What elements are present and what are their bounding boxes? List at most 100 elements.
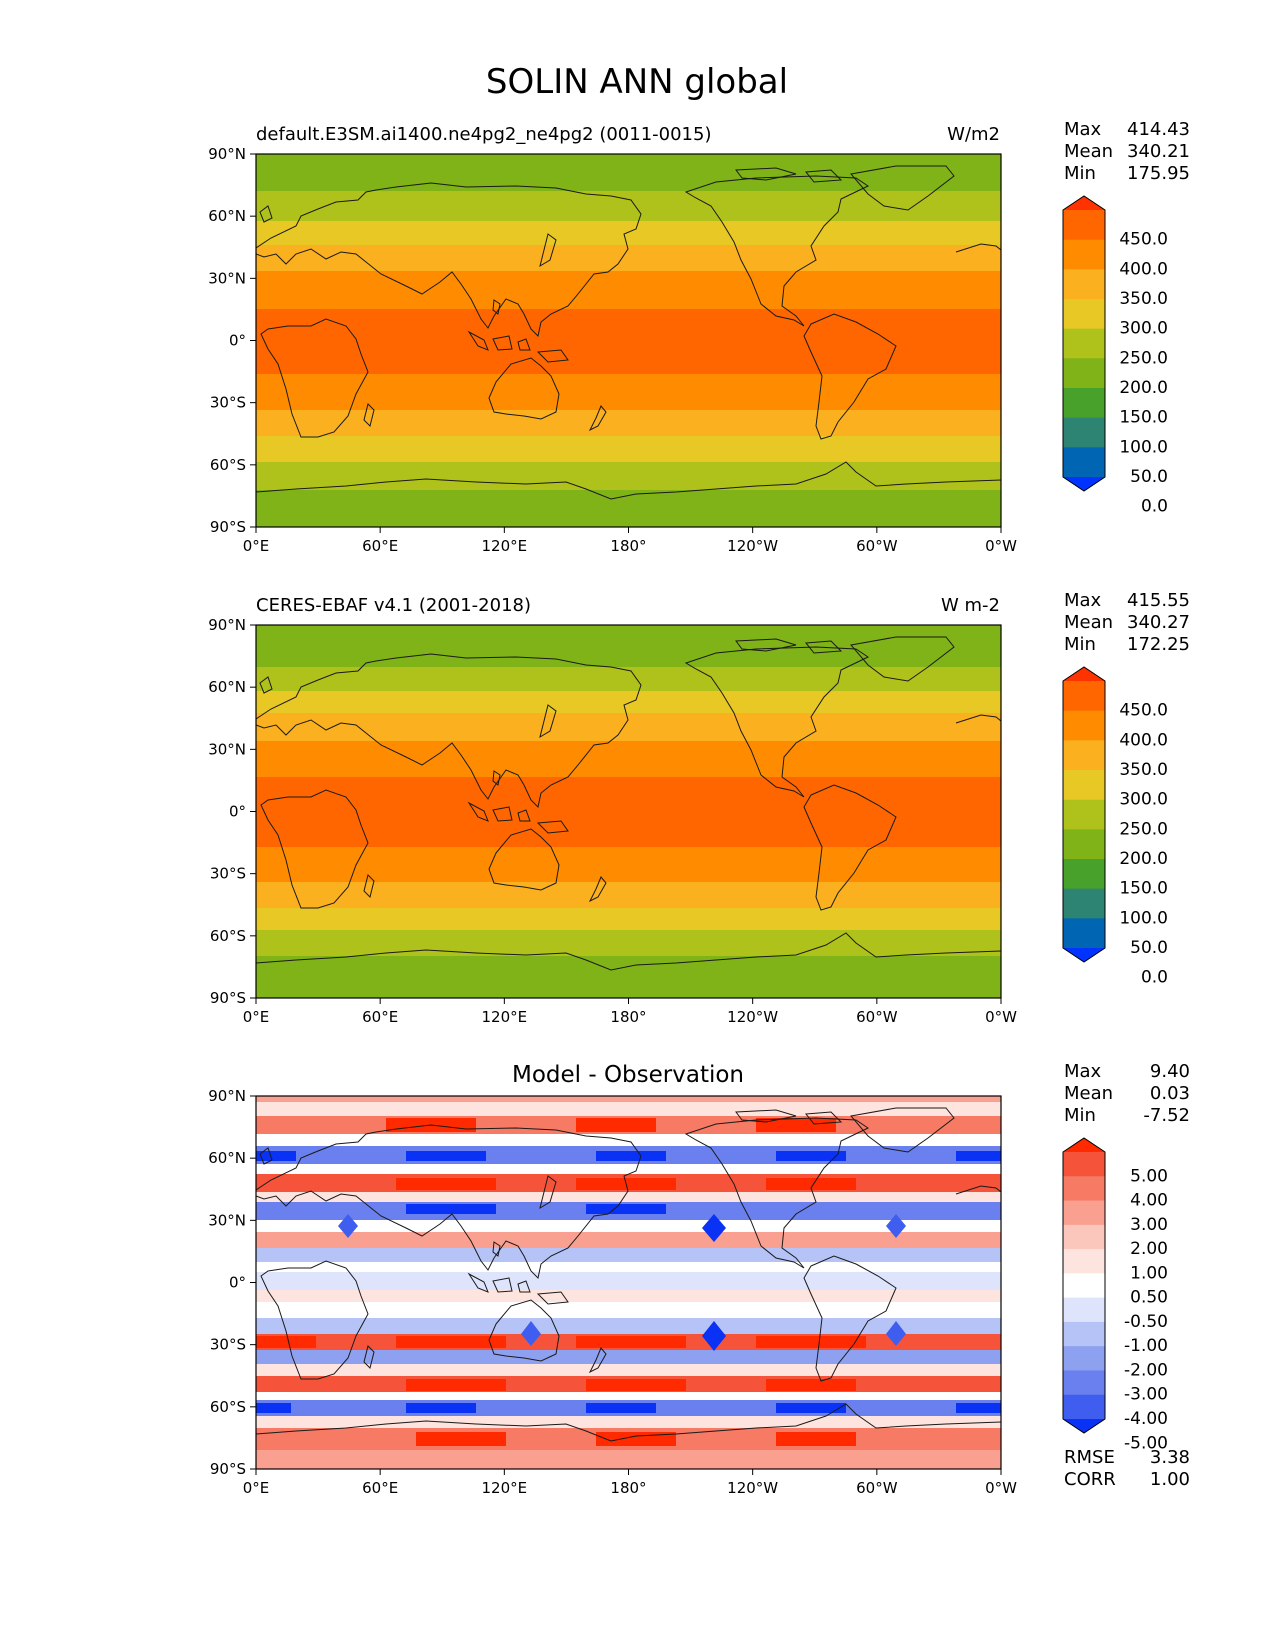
corr-label: CORR	[1064, 1469, 1116, 1490]
band-2	[256, 1102, 1001, 1116]
lat-tick-label: 60°N	[208, 678, 246, 696]
lon-tick-label: 0°W	[985, 537, 1017, 555]
figure-title: SOLIN ANN global	[486, 62, 788, 102]
panel-3-map	[256, 1096, 1001, 1469]
stat-min-value: 175.95	[1127, 163, 1190, 184]
band-3	[256, 221, 1001, 245]
band-6	[256, 309, 1001, 374]
colorbar-segment	[1063, 829, 1105, 860]
band-19	[256, 1350, 1001, 1364]
colorbar-label: -4.00	[1124, 1409, 1168, 1429]
lat-tick-label: 60°N	[208, 1149, 246, 1167]
lat-tick-label: 60°N	[208, 207, 246, 225]
colorbar-segment	[1063, 1297, 1105, 1323]
panel-1-stats: Max 414.43 Mean 340.21 Min 175.95	[1064, 119, 1190, 184]
band-6	[256, 1164, 1001, 1174]
colorbar-segment	[1063, 681, 1105, 712]
lon-tick-label: 120°E	[482, 1479, 528, 1497]
panel-1-map	[256, 154, 1001, 527]
colorbar-segment	[1063, 299, 1105, 330]
lon-tick-label: 120°E	[482, 537, 528, 555]
colorbar-label: 200.0	[1119, 849, 1168, 869]
panel-difference: Model - Observation	[208, 1061, 1190, 1497]
diff-extremes	[256, 1118, 1001, 1446]
lat-tick-label: 30°N	[208, 269, 246, 287]
stat-mean-value: 0.03	[1150, 1083, 1190, 1104]
colorbar-segment	[1063, 918, 1105, 949]
panel-3-metrics: RMSE 3.38 CORR 1.00	[1064, 1447, 1190, 1490]
colorbar-label: 0.50	[1130, 1288, 1168, 1308]
colorbar-label: 450.0	[1119, 701, 1168, 721]
colorbar-label: 4.00	[1130, 1191, 1168, 1211]
lon-tick-label: 0°E	[243, 1008, 270, 1026]
panel-2-lon-axis: 0°E 60°E 120°E 180° 120°W 60°W 0°W	[243, 998, 1017, 1026]
band-26	[256, 1450, 1001, 1469]
stat-mean-label: Mean	[1064, 141, 1113, 162]
colorbar-segment	[1063, 1370, 1105, 1396]
colorbar-segment	[1063, 1394, 1105, 1420]
lat-tick-label: 60°S	[210, 1398, 246, 1416]
panel-test: default.E3SM.ai1400.ne4pg2_ne4pg2 (0011-…	[208, 119, 1190, 555]
colorbar-label: -3.00	[1124, 1385, 1168, 1405]
colorbar-label: -1.00	[1124, 1336, 1168, 1356]
stat-max-label: Max	[1064, 590, 1102, 611]
band-5	[256, 271, 1001, 309]
colorbar-label: 100.0	[1119, 908, 1168, 928]
colorbar-label: 350.0	[1119, 289, 1168, 309]
lon-tick-label: 180°	[610, 1008, 646, 1026]
colorbar-label: 100.0	[1119, 437, 1168, 457]
lon-tick-label: 120°W	[727, 1479, 778, 1497]
lon-tick-label: 0°E	[243, 1479, 270, 1497]
colorbar-label: 300.0	[1119, 319, 1168, 339]
band-1	[256, 154, 1001, 191]
colorbar-segment	[1063, 417, 1105, 448]
lat-tick-label: 90°N	[208, 145, 246, 163]
panel-2-colorbar: 450.0 400.0 350.0 300.0 250.0 200.0 150.0 100.0…	[1062, 666, 1168, 988]
colorbar-label: 150.0	[1119, 879, 1168, 899]
panel-2-left-title: CERES-EBAF v4.1 (2001-2018)	[256, 595, 531, 616]
colorbar-segment	[1063, 1321, 1105, 1347]
colorbar-label: 2.00	[1130, 1239, 1168, 1259]
lon-tick-label: 60°E	[362, 537, 398, 555]
colorbar-extend-min	[1063, 1419, 1105, 1433]
band-10	[256, 462, 1001, 490]
panel-2-map	[256, 625, 1001, 998]
colorbar-label: 150.0	[1119, 408, 1168, 428]
lon-tick-label: 120°E	[482, 1008, 528, 1026]
panel-2-stats: Max 415.55 Mean 340.27 Min 172.25	[1064, 590, 1190, 655]
colorbar-segment	[1063, 1152, 1105, 1177]
panel-3-colorbar: 5.00 4.00 3.00 2.00 1.00 0.50 -0.50 -1.00 -2.00 -…	[1062, 1137, 1168, 1453]
lat-tick-label: 90°S	[210, 1460, 246, 1478]
band-13	[256, 1262, 1001, 1272]
band-22	[256, 1392, 1001, 1400]
lon-tick-label: 0°E	[243, 537, 270, 555]
colorbar-extend-min	[1063, 477, 1105, 491]
colorbar-label: 400.0	[1119, 730, 1168, 750]
stat-max-value: 414.43	[1127, 119, 1190, 140]
panel-2-units: W m-2	[941, 595, 1000, 616]
colorbar-label: -5.00	[1124, 1433, 1168, 1453]
panel-1-left-title: default.E3SM.ai1400.ne4pg2_ne4pg2 (0011-…	[256, 124, 711, 145]
lon-tick-label: 180°	[610, 1479, 646, 1497]
colorbar-segment	[1063, 740, 1105, 771]
colorbar-label: 0.0	[1141, 497, 1168, 517]
stat-mean-value: 340.27	[1127, 612, 1190, 633]
panel-3-lat-axis: 90°N 60°N 30°N 0° 30°S 60°S 90°S	[208, 1087, 256, 1478]
lon-tick-label: 120°W	[727, 1008, 778, 1026]
lon-tick-label: 180°	[610, 537, 646, 555]
band-7	[256, 374, 1001, 410]
band-4	[256, 1134, 1001, 1146]
lat-tick-label: 30°N	[208, 740, 246, 758]
colorbar-outline	[1062, 666, 1106, 963]
panel-2-lat-axis: 90°N 60°N 30°N 0° 30°S 60°S 90°S	[208, 616, 256, 1007]
stat-mean-label: Mean	[1064, 1083, 1113, 1104]
stat-mean-value: 340.21	[1127, 141, 1190, 162]
band-16	[256, 1302, 1001, 1318]
stat-max-value: 9.40	[1150, 1061, 1190, 1082]
colorbar-label: 350.0	[1119, 760, 1168, 780]
colorbar-segment	[1063, 888, 1105, 919]
panel-3-title: Model - Observation	[512, 1062, 744, 1088]
stat-min-label: Min	[1064, 634, 1096, 655]
colorbar-label: 450.0	[1119, 230, 1168, 250]
